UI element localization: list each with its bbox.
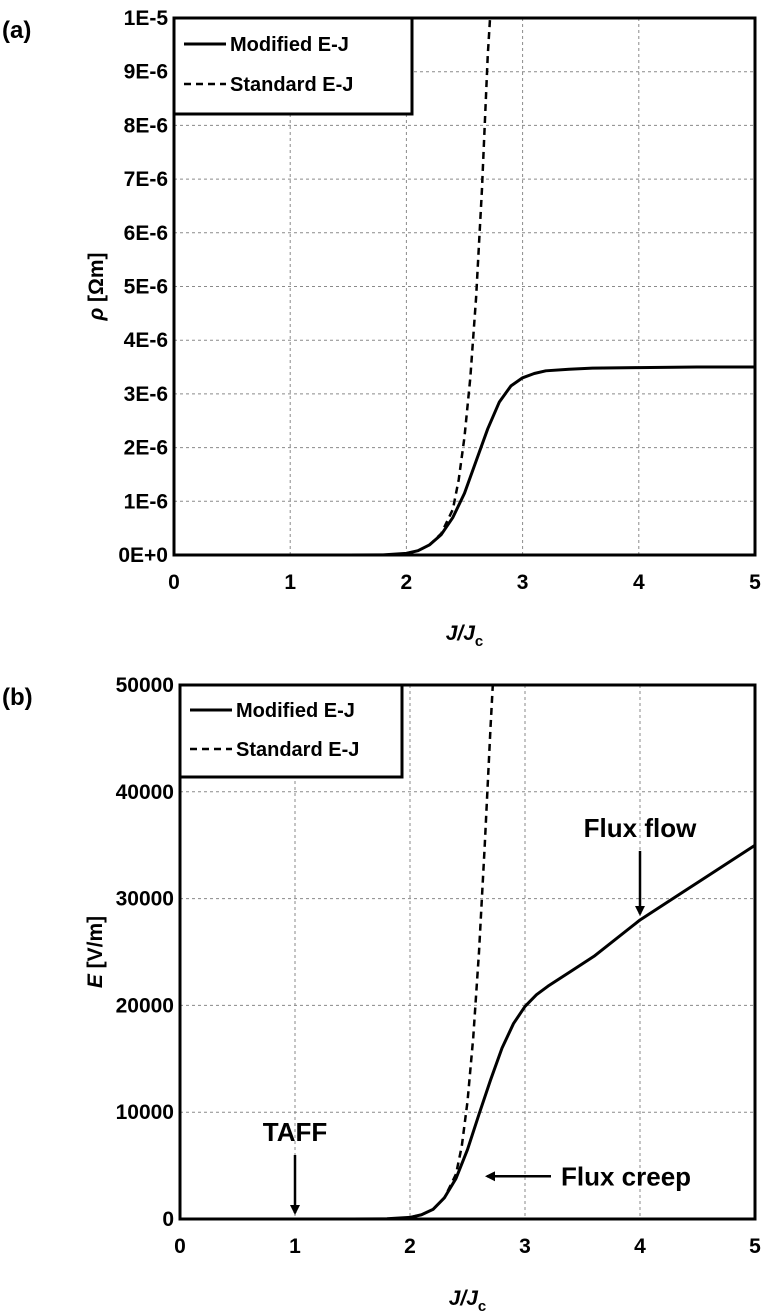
y-tick-label: 4E-6 — [124, 329, 168, 352]
x-axis-label-sub: c — [478, 1298, 486, 1315]
x-tick-label: 3 — [517, 571, 529, 594]
y-tick-label: 9E-6 — [124, 61, 168, 84]
x-tick-label: 1 — [289, 1235, 301, 1258]
panel-label: (a) — [2, 17, 31, 44]
y-tick-label: 7E-6 — [124, 168, 168, 191]
legend-label: Modified E-J — [236, 700, 355, 722]
y-tick-label: 5E-6 — [124, 276, 168, 299]
x-tick-label: 0 — [168, 571, 180, 594]
y-tick-label: 2E-6 — [124, 437, 168, 460]
y-tick-label: 40000 — [116, 781, 174, 804]
y-axis-label: ρ [Ωm] — [85, 252, 108, 321]
x-tick-label: 1 — [284, 571, 296, 594]
annotation-label: Flux flow — [584, 813, 697, 843]
y-tick-label: 50000 — [116, 674, 174, 697]
legend-label: Standard E-J — [236, 739, 359, 761]
annotation-label: Flux creep — [561, 1161, 691, 1191]
y-tick-label: 1E-5 — [124, 7, 169, 30]
x-axis-label-mid: /J — [459, 1287, 479, 1310]
legend: Modified E-J Standard E-J — [180, 685, 402, 777]
y-axis-label-symbol: E — [84, 973, 107, 988]
y-tick-label: 10000 — [116, 1101, 174, 1124]
x-tick-label: 2 — [404, 1235, 416, 1258]
x-tick-label: 4 — [633, 571, 645, 594]
y-axis-label: E [V/m] — [84, 916, 107, 988]
x-axis-label: J/Jc — [446, 622, 484, 650]
x-axis-label-mid: /J — [456, 622, 476, 645]
x-axis-label: J/Jc — [449, 1287, 487, 1315]
x-axis-label-sub: c — [475, 633, 483, 650]
y-axis-label-unit: [V/m] — [84, 916, 107, 974]
panel-label: (b) — [2, 684, 33, 711]
y-axis-label-symbol: ρ — [85, 308, 108, 322]
y-tick-label: 30000 — [116, 888, 174, 911]
y-tick-label: 0E+0 — [118, 544, 168, 567]
y-tick-labels: 0 10000 20000 30000 40000 50000 — [116, 674, 174, 1231]
x-tick-label: 4 — [634, 1235, 646, 1258]
y-tick-label: 6E-6 — [124, 222, 168, 245]
y-tick-label: 0 — [162, 1208, 174, 1231]
x-tick-label: 2 — [401, 571, 413, 594]
legend-box — [174, 18, 412, 114]
x-tick-labels: 0 1 2 3 4 5 — [168, 571, 761, 594]
legend: Modified E-J Standard E-J — [174, 18, 412, 114]
x-tick-label: 0 — [174, 1235, 186, 1258]
panel-a-chart: 0 1 2 3 4 5 0E+0 1E-6 2E-6 3E-6 4E-6 5E-6 6E-6 7E-6 8E… — [2, 7, 761, 650]
legend-box — [180, 685, 402, 777]
panel-b-chart: 0 1 2 3 4 5 0 10000 20000 30000 40000 50000 Modified… — [2, 674, 761, 1315]
x-tick-label: 5 — [749, 571, 761, 594]
y-axis-label-unit: [Ωm] — [85, 252, 108, 307]
legend-label: Standard E-J — [230, 74, 353, 96]
y-tick-label: 8E-6 — [124, 114, 168, 137]
x-tick-label: 3 — [519, 1235, 531, 1258]
y-tick-label: 20000 — [116, 994, 174, 1017]
legend-label: Modified E-J — [230, 34, 349, 56]
y-tick-label: 1E-6 — [124, 490, 168, 513]
x-tick-label: 5 — [749, 1235, 761, 1258]
y-tick-label: 3E-6 — [124, 383, 168, 406]
x-tick-labels: 0 1 2 3 4 5 — [174, 1235, 761, 1258]
annotation-label: TAFF — [263, 1117, 328, 1147]
y-tick-labels: 0E+0 1E-6 2E-6 3E-6 4E-6 5E-6 6E-6 7E-6 8E-6 9E-6… — [118, 7, 168, 567]
